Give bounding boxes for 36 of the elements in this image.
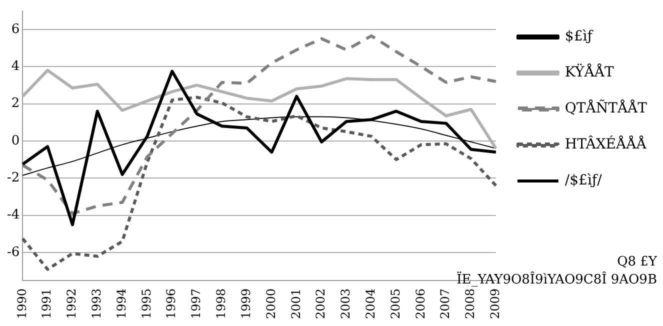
x-tick-label: 1994 — [114, 288, 128, 320]
annotation: ÏE_YAY9O8Î9ìYAO9C8Î 9AO9B — [456, 270, 657, 288]
x-tick-label: 2004 — [364, 288, 378, 320]
y-tick-label: -2 — [6, 170, 20, 186]
x-tick-label: 2001 — [288, 288, 303, 320]
line-series — [21, 96, 498, 271]
legend-label: QTÅÑTÅÅT — [564, 100, 648, 117]
x-tick-label: 2005 — [388, 288, 402, 320]
y-tick-label: 6 — [11, 22, 20, 37]
x-tick-label: 1991 — [40, 288, 54, 320]
x-tick-label: 1993 — [90, 288, 104, 320]
x-tick-label: 2006 — [413, 288, 428, 320]
y-tick-label: -4 — [6, 208, 20, 223]
x-tick-label: 1998 — [214, 288, 228, 320]
x-tick-label: 2002 — [314, 288, 328, 320]
x-tick-label: 1992 — [64, 288, 79, 320]
x-tick-label: 1997 — [189, 288, 204, 320]
y-tick-label: 2 — [11, 96, 20, 112]
x-tick-label: 2007 — [438, 288, 452, 320]
x-tick-label: 1995 — [139, 288, 154, 320]
x-tick-label: 2003 — [338, 288, 353, 320]
x-tick-label: 1999 — [238, 288, 253, 320]
x-tick-label: 2000 — [264, 288, 278, 320]
line-series — [21, 34, 498, 216]
y-tick-label: 0 — [11, 133, 20, 148]
text: Q8 £Y — [617, 254, 658, 270]
y-tick-label: -6 — [6, 244, 20, 260]
legend-label: HTÂXÉÅÅÅ — [564, 136, 648, 153]
x-tick-label: 1990 — [14, 288, 29, 320]
x-tick-label: 1996 — [164, 288, 178, 320]
x-tick-label: 2008 — [463, 288, 478, 320]
y-tick-label: 4 — [11, 58, 20, 74]
x-tick-label: 2009 — [488, 288, 502, 320]
legend-label: KŸÅÅT — [564, 64, 614, 81]
legend-label: /$£ìƒ/ — [564, 172, 602, 189]
legend-label: $£ìƒ — [564, 28, 594, 45]
